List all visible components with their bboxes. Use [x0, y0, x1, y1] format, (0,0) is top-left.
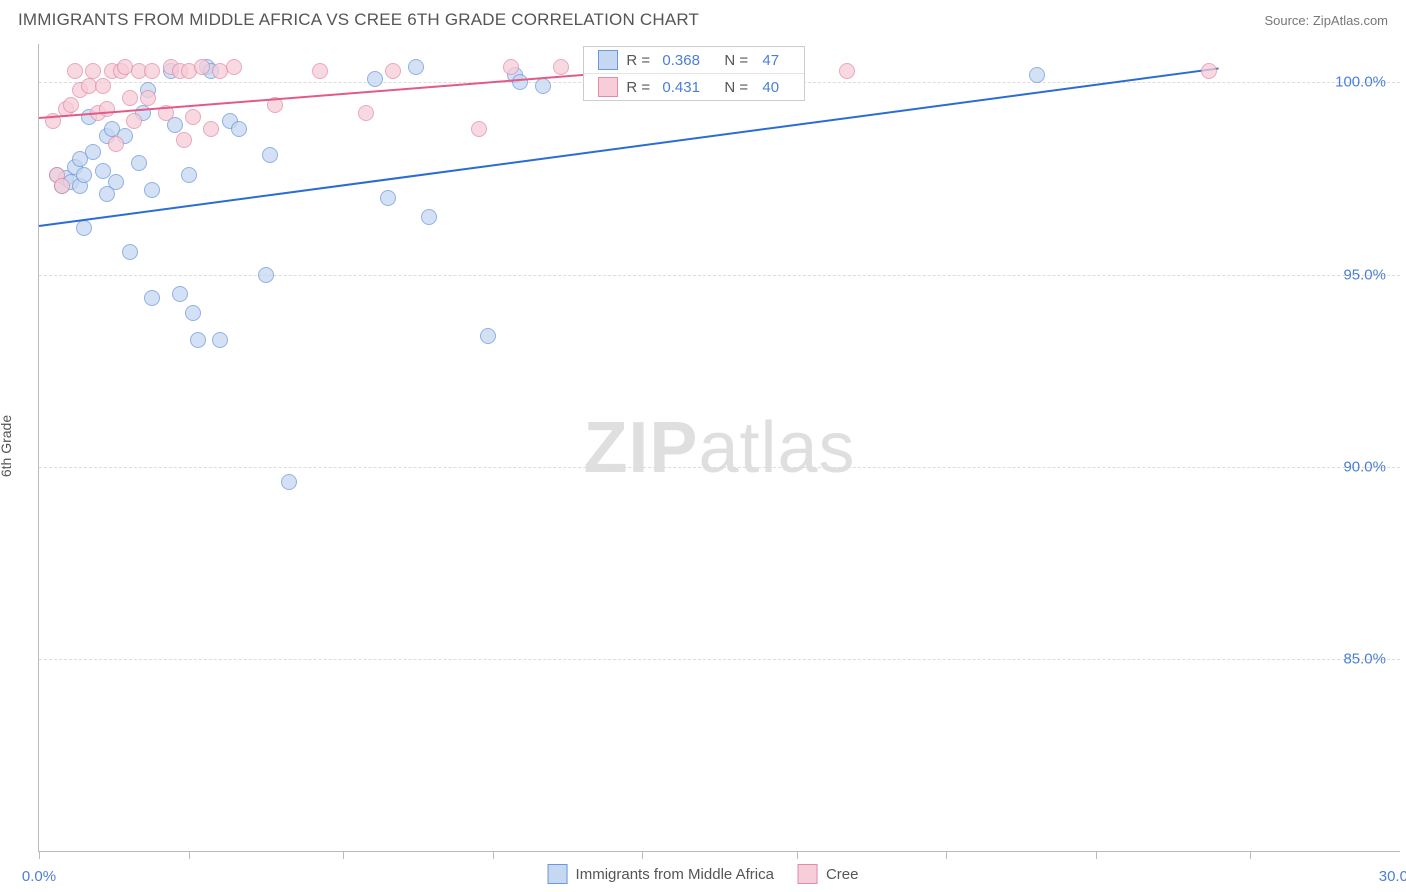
chart-area: ZIPatlas 85.0%90.0%95.0%100.0%0.0%30.0%R… [38, 44, 1400, 852]
n-value: 40 [762, 79, 790, 96]
data-point-immigrants [76, 167, 92, 183]
x-tick [946, 851, 947, 859]
data-point-cree [95, 78, 111, 94]
data-point-immigrants [535, 78, 551, 94]
n-label: N = [724, 52, 754, 69]
data-point-immigrants [108, 174, 124, 190]
gridline [39, 659, 1400, 660]
x-tick [189, 851, 190, 859]
data-point-cree [203, 121, 219, 137]
data-point-cree [553, 59, 569, 75]
stats-swatch [598, 77, 618, 97]
y-tick-label: 90.0% [1343, 458, 1386, 475]
data-point-cree [126, 113, 142, 129]
data-point-immigrants [190, 332, 206, 348]
data-point-cree [1201, 63, 1217, 79]
data-point-immigrants [258, 267, 274, 283]
x-tick [493, 851, 494, 859]
data-point-immigrants [212, 332, 228, 348]
data-point-immigrants [85, 144, 101, 160]
data-point-cree [358, 105, 374, 121]
data-point-immigrants [231, 121, 247, 137]
data-point-cree [471, 121, 487, 137]
data-point-cree [194, 59, 210, 75]
watermark-bold: ZIP [583, 408, 698, 488]
plot-area: ZIPatlas 85.0%90.0%95.0%100.0%0.0%30.0%R… [39, 44, 1400, 851]
data-point-cree [144, 63, 160, 79]
x-tick [797, 851, 798, 859]
data-point-immigrants [408, 59, 424, 75]
n-value: 47 [762, 52, 790, 69]
r-value: 0.431 [662, 79, 716, 96]
legend-swatch-immigrants [548, 864, 568, 884]
data-point-immigrants [185, 305, 201, 321]
data-point-cree [85, 63, 101, 79]
x-tick [39, 851, 40, 859]
watermark-rest: atlas [698, 408, 855, 488]
stats-row-immigrants: R = 0.368 N = 47 [584, 47, 804, 74]
legend-item-cree: Cree [798, 864, 859, 884]
data-point-cree [226, 59, 242, 75]
data-point-immigrants [1029, 67, 1045, 83]
x-tick [343, 851, 344, 859]
legend-label-cree: Cree [826, 866, 859, 883]
data-point-immigrants [76, 220, 92, 236]
data-point-cree [385, 63, 401, 79]
x-tick [1096, 851, 1097, 859]
data-point-immigrants [144, 182, 160, 198]
x-tick-label: 30.0% [1379, 868, 1406, 885]
data-point-immigrants [95, 163, 111, 179]
data-point-immigrants [512, 74, 528, 90]
data-point-immigrants [480, 328, 496, 344]
source-label: Source: ZipAtlas.com [1264, 13, 1388, 28]
legend-swatch-cree [798, 864, 818, 884]
y-tick-label: 95.0% [1343, 266, 1386, 283]
header-bar: IMMIGRANTS FROM MIDDLE AFRICA VS CREE 6T… [0, 0, 1406, 36]
r-label: R = [626, 79, 654, 96]
stats-legend: R = 0.368 N = 47 R = 0.431 N = 40 [583, 46, 805, 101]
r-label: R = [626, 52, 654, 69]
x-tick [642, 851, 643, 859]
y-tick-label: 85.0% [1343, 650, 1386, 667]
data-point-immigrants [144, 290, 160, 306]
data-point-immigrants [131, 155, 147, 171]
gridline [39, 467, 1400, 468]
y-tick-label: 100.0% [1335, 74, 1386, 91]
data-point-cree [503, 59, 519, 75]
data-point-immigrants [172, 286, 188, 302]
data-point-immigrants [181, 167, 197, 183]
data-point-immigrants [262, 147, 278, 163]
gridline [39, 275, 1400, 276]
n-label: N = [724, 79, 754, 96]
data-point-cree [185, 109, 201, 125]
data-point-immigrants [367, 71, 383, 87]
bottom-legend: Immigrants from Middle Africa Cree [548, 864, 859, 884]
data-point-cree [122, 90, 138, 106]
data-point-cree [54, 178, 70, 194]
data-point-cree [140, 90, 156, 106]
watermark: ZIPatlas [583, 407, 855, 489]
legend-item-immigrants: Immigrants from Middle Africa [548, 864, 774, 884]
stats-row-cree: R = 0.431 N = 40 [584, 74, 804, 100]
data-point-immigrants [421, 209, 437, 225]
legend-label-immigrants: Immigrants from Middle Africa [576, 866, 774, 883]
data-point-cree [176, 132, 192, 148]
data-point-immigrants [122, 244, 138, 260]
data-point-cree [108, 136, 124, 152]
y-axis-label: 6th Grade [0, 415, 14, 477]
data-point-cree [312, 63, 328, 79]
data-point-cree [63, 97, 79, 113]
x-tick-label: 0.0% [22, 868, 56, 885]
r-value: 0.368 [662, 52, 716, 69]
data-point-immigrants [281, 474, 297, 490]
data-point-cree [67, 63, 83, 79]
x-tick [1250, 851, 1251, 859]
data-point-cree [99, 101, 115, 117]
data-point-immigrants [380, 190, 396, 206]
data-point-cree [839, 63, 855, 79]
chart-title: IMMIGRANTS FROM MIDDLE AFRICA VS CREE 6T… [18, 10, 699, 30]
stats-swatch [598, 50, 618, 70]
